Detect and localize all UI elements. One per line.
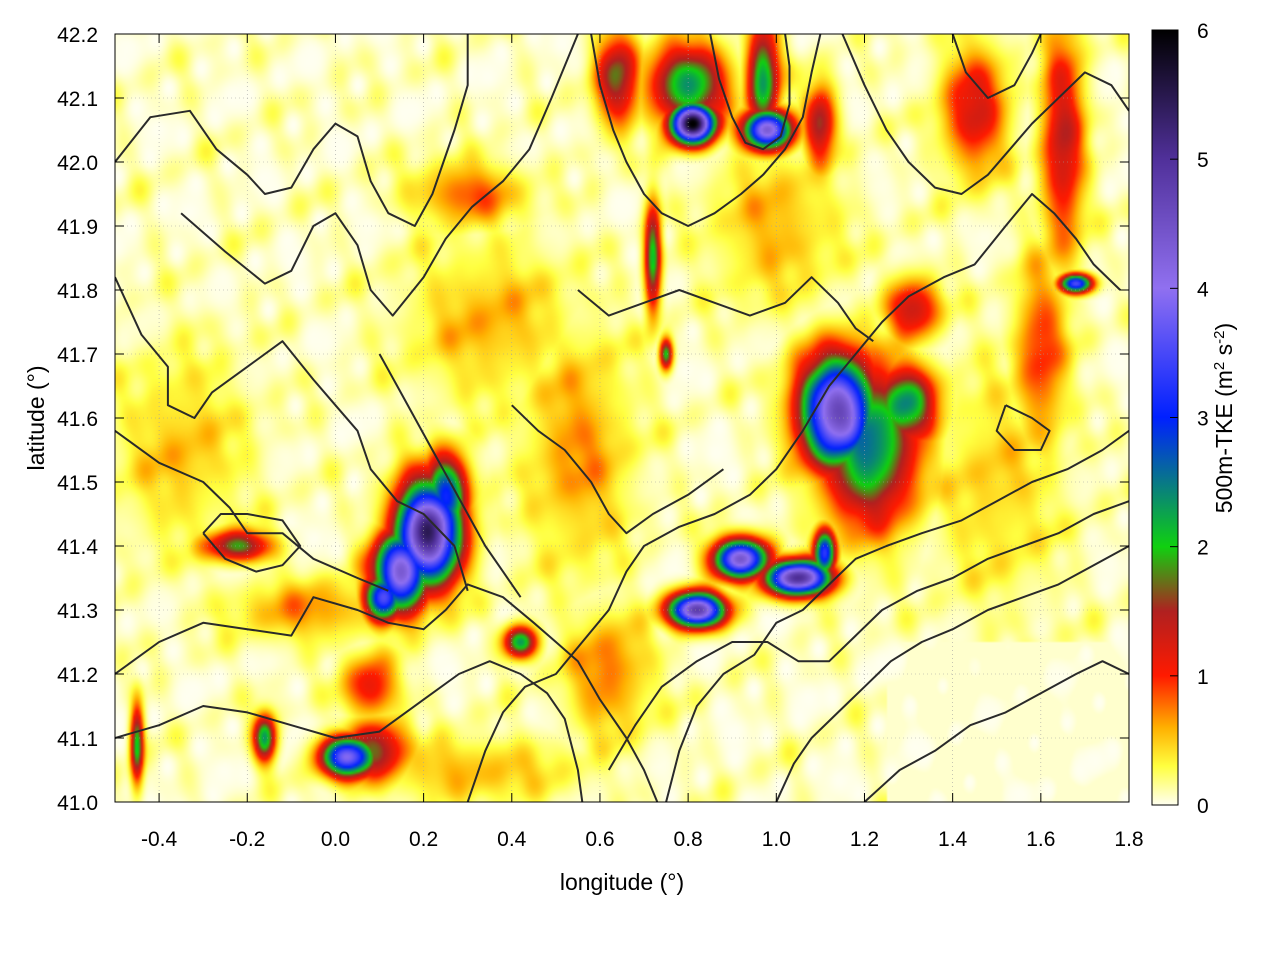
- y-tick-label: 42.0: [57, 152, 98, 175]
- contour-line: [841, 34, 1129, 195]
- colorbar-tick-label: 5: [1197, 149, 1209, 172]
- contour-line: [607, 500, 1129, 771]
- colorbar-title-sup1: 2: [1211, 362, 1228, 370]
- contour-line: [577, 276, 874, 343]
- x-tick-label: 0.4: [497, 828, 527, 851]
- colorbar-tick-label: 4: [1197, 278, 1209, 301]
- colorbar-tick-label: 2: [1197, 537, 1209, 560]
- x-tick-label: -0.4: [141, 828, 178, 851]
- contour-line: [511, 404, 724, 535]
- contour-line: [202, 513, 302, 573]
- x-tick-label: 1.6: [1026, 828, 1055, 851]
- contour-line: [115, 34, 469, 227]
- contour-line: [466, 193, 1121, 802]
- colorbar-tick-label: 0: [1197, 795, 1209, 818]
- y-tick-label: 41.0: [57, 792, 98, 815]
- colorbar-tick-label: 1: [1197, 666, 1209, 689]
- x-tick-label: 1.2: [850, 828, 879, 851]
- y-tick-label: 42.1: [57, 88, 98, 111]
- colorbar-title: 500m-TKE (m2 s-2): [1211, 323, 1238, 513]
- y-tick-label: 41.7: [57, 344, 98, 367]
- x-axis-title: longitude (°): [560, 869, 684, 895]
- y-tick-label: 41.9: [57, 216, 98, 239]
- x-tick-label: 0.0: [321, 828, 350, 851]
- grid-lines: [115, 34, 1129, 802]
- y-axis-title: latitude (°): [23, 365, 49, 470]
- y-tick-label: 42.2: [57, 24, 98, 47]
- contour-line: [590, 34, 822, 227]
- y-tick-label: 41.8: [57, 280, 98, 303]
- x-tick-label: -0.2: [229, 828, 265, 851]
- colorbar-title-end: ): [1211, 323, 1237, 331]
- colorbar-tick-label: 6: [1197, 20, 1209, 43]
- colorbar-title-sup2: -2: [1211, 330, 1228, 343]
- x-tick-label: 1.0: [762, 828, 791, 851]
- contour-line: [180, 34, 579, 317]
- x-tick-label: 1.4: [938, 828, 968, 851]
- contour-line: [378, 353, 522, 598]
- x-tick-label: 1.8: [1114, 828, 1143, 851]
- y-axis-ticks: 41.0 41.1 41.2 41.3 41.4 41.5 41.6 41.7 41.8 41.9…: [57, 24, 1129, 815]
- y-tick-label: 41.5: [57, 472, 98, 495]
- x-tick-label: 0.6: [585, 828, 614, 851]
- colorbar-title-main: 500m-TKE (m: [1211, 370, 1237, 513]
- colorbar-title-mid: s: [1211, 344, 1237, 362]
- contour-line: [115, 660, 584, 802]
- colorbar-tick-label: 3: [1197, 408, 1209, 431]
- contour-line: [665, 429, 1129, 802]
- colorbar-ticks: 0 1 2 3 4 5 6: [1170, 20, 1209, 818]
- y-tick-label: 41.1: [57, 728, 98, 751]
- contour-line: [115, 583, 659, 802]
- y-tick-label: 41.2: [57, 664, 98, 687]
- x-tick-label: 0.2: [409, 828, 438, 851]
- x-tick-label: 0.8: [674, 828, 703, 851]
- contour-lines: [115, 34, 1129, 802]
- contour-line: [115, 276, 469, 592]
- y-tick-label: 41.4: [57, 536, 98, 559]
- contour-line: [863, 660, 1129, 802]
- contour-line: [775, 545, 1129, 802]
- x-axis-ticks: -0.4 -0.2 0.0 0.2 0.4 0.6 0.8 1.0 1.2 1.4 1.6 1.8: [141, 34, 1144, 851]
- contour-line: [951, 34, 1042, 99]
- y-tick-label: 41.6: [57, 408, 98, 431]
- y-tick-label: 41.3: [57, 600, 98, 623]
- contour-line: [115, 429, 389, 592]
- contour-line: [995, 404, 1051, 451]
- contour-line: [709, 34, 791, 151]
